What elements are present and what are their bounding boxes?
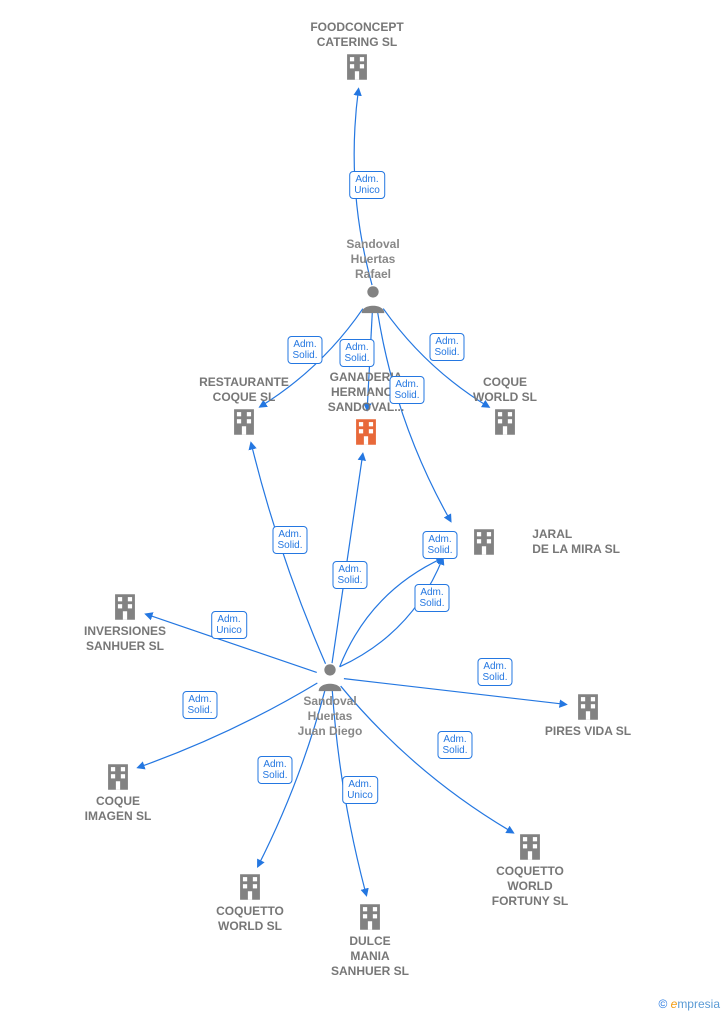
building-icon (227, 405, 261, 439)
person-icon (313, 660, 347, 694)
node-label: RESTAURANTE COQUE SL (199, 375, 289, 404)
edge-label: Adm. Solid. (339, 339, 374, 367)
building-icon (233, 870, 267, 904)
edge-label: Adm. Solid. (182, 691, 217, 719)
edge-label: Adm. Unico (349, 171, 385, 199)
node-label: INVERSIONES SANHUER SL (84, 624, 166, 653)
building-icon (340, 50, 374, 84)
edge-label: Adm. Solid. (332, 561, 367, 589)
node-jaral[interactable]: JARAL DE LA MIRA SL (440, 525, 620, 559)
edge-label: Adm. Unico (342, 776, 378, 804)
node-label: PIRES VIDA SL (545, 724, 631, 738)
node-label: COQUETTO WORLD SL (216, 904, 284, 933)
node-label: Sandoval Huertas Rafael (346, 237, 399, 281)
node-label: COQUETTO WORLD FORTUNY SL (492, 864, 568, 908)
edge-label: Adm. Solid. (477, 658, 512, 686)
edge-label: Adm. Unico (211, 611, 247, 639)
edges-layer (0, 0, 728, 1015)
node-coqueworld[interactable]: COQUE WORLD SL (445, 375, 565, 439)
node-label: JARAL DE LA MIRA SL (532, 527, 620, 557)
node-restaurante[interactable]: RESTAURANTE COQUE SL (184, 375, 304, 439)
node-coquettoworld[interactable]: COQUETTO WORLD SL (190, 870, 310, 934)
node-juan[interactable]: Sandoval Huertas Juan Diego (270, 660, 390, 739)
building-icon (488, 405, 522, 439)
node-label: COQUE WORLD SL (473, 375, 537, 404)
building-icon (571, 690, 605, 724)
network-diagram: FOODCONCEPT CATERING SL Sandoval Huertas… (0, 0, 728, 1015)
building-icon (467, 525, 501, 559)
watermark: © empresia (658, 997, 720, 1011)
edge-label: Adm. Solid. (287, 336, 322, 364)
edge-label: Adm. Solid. (429, 333, 464, 361)
node-fortuny[interactable]: COQUETTO WORLD FORTUNY SL (470, 830, 590, 909)
node-piresvida[interactable]: PIRES VIDA SL (528, 690, 648, 739)
edge-label: Adm. Solid. (257, 756, 292, 784)
person-icon (356, 282, 390, 316)
node-inversiones[interactable]: INVERSIONES SANHUER SL (65, 590, 185, 654)
node-label: Sandoval Huertas Juan Diego (298, 694, 363, 738)
node-label: DULCE MANIA SANHUER SL (331, 934, 409, 978)
node-foodconcept[interactable]: FOODCONCEPT CATERING SL (297, 20, 417, 84)
brand-rest: mpresia (677, 997, 720, 1011)
node-label: FOODCONCEPT CATERING SL (310, 20, 403, 49)
node-label: COQUE IMAGEN SL (85, 794, 152, 823)
edge-label: Adm. Solid. (437, 731, 472, 759)
edge (332, 454, 363, 663)
building-icon (101, 760, 135, 794)
edge-label: Adm. Solid. (414, 584, 449, 612)
node-rafael[interactable]: Sandoval Huertas Rafael (313, 237, 433, 316)
building-icon (353, 900, 387, 934)
node-dulcemania[interactable]: DULCE MANIA SANHUER SL (310, 900, 430, 979)
node-coqueimagen[interactable]: COQUE IMAGEN SL (58, 760, 178, 824)
edge-label: Adm. Solid. (272, 526, 307, 554)
copyright-symbol: © (658, 997, 667, 1011)
building-icon (513, 830, 547, 864)
building-icon (108, 590, 142, 624)
edge-label: Adm. Solid. (389, 376, 424, 404)
building-icon (349, 415, 383, 449)
edge-label: Adm. Solid. (422, 531, 457, 559)
